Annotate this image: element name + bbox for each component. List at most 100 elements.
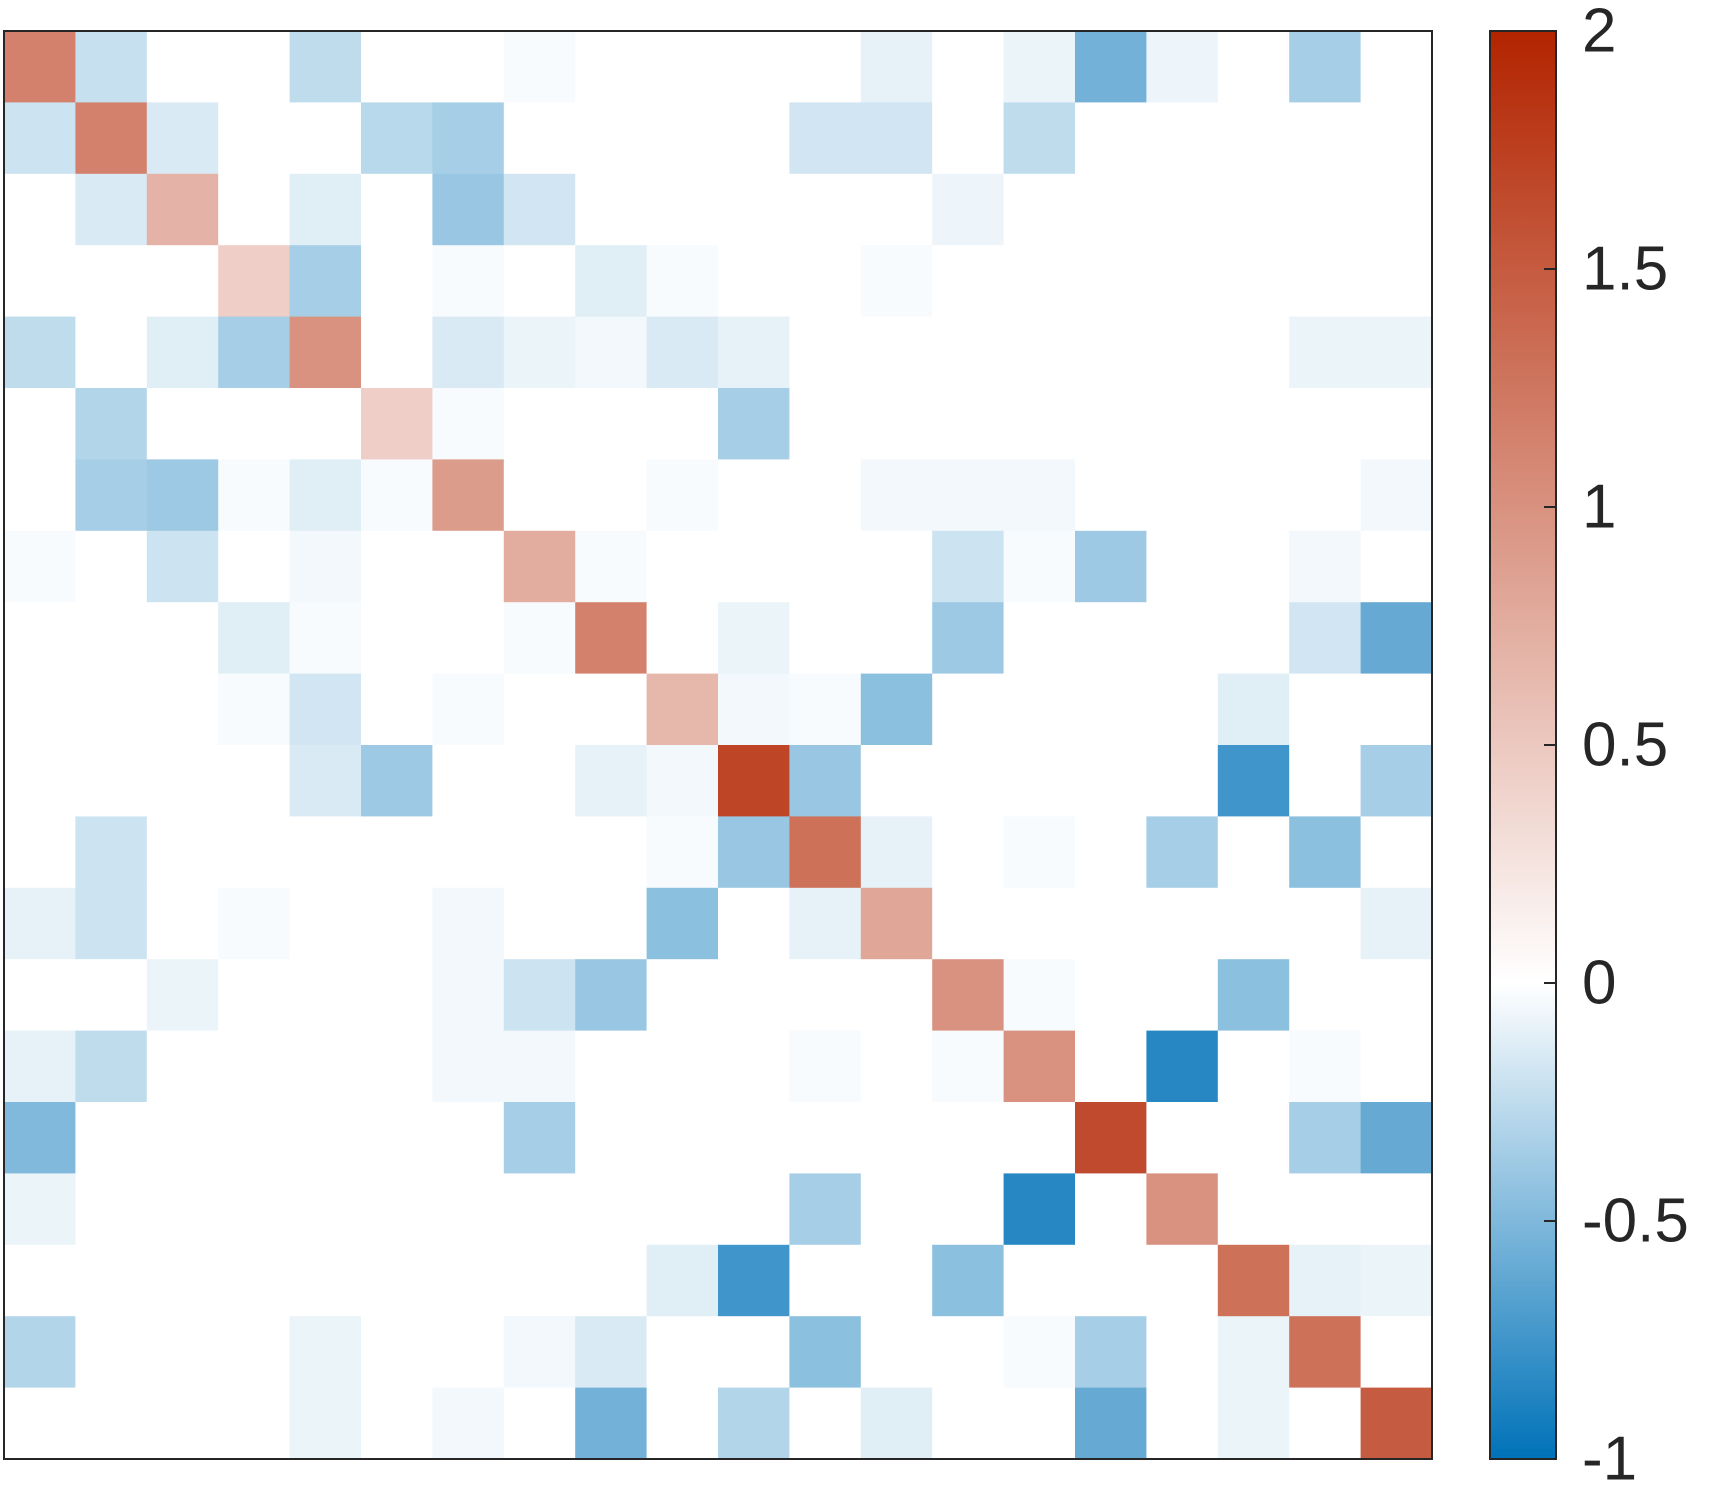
heatmap-cell-r2-c7: [432, 102, 505, 175]
heatmap-cell-r13-c8: [503, 887, 576, 960]
heatmap-cell-r10-c8: [503, 673, 576, 746]
heatmap-cell-r12-c8: [503, 816, 576, 889]
heatmap-cell-r1-c18: [1217, 31, 1290, 103]
colorbar-tick-label: 2: [1582, 0, 1616, 66]
heatmap-cell-r15-c6: [361, 1030, 433, 1103]
heatmap-cell-r4-c8: [503, 245, 576, 318]
heatmap-cell-r13-c5: [289, 887, 362, 960]
heatmap-cell-r4-c20: [1360, 245, 1433, 318]
heatmap-cell-r6-c6: [361, 388, 433, 460]
heatmap-cell-r14-c4: [218, 959, 291, 1032]
heatmap-cell-r9-c20: [1360, 602, 1433, 675]
heatmap-cell-r14-c13: [860, 959, 933, 1032]
heatmap-cell-r8-c10: [646, 530, 719, 603]
heatmap-cell-r2-c2: [75, 102, 148, 175]
heatmap-cell-r9-c10: [646, 602, 719, 675]
heatmap-cell-r6-c17: [1146, 388, 1219, 460]
heatmap-cell-r6-c10: [646, 388, 719, 460]
heatmap-cell-r12-c7: [432, 816, 505, 889]
heatmap-cell-r1-c3: [146, 31, 219, 103]
heatmap-cell-r9-c18: [1217, 602, 1290, 675]
heatmap-cell-r11-c18: [1217, 745, 1290, 817]
heatmap-cell-r11-c8: [503, 745, 576, 817]
heatmap-cell-r16-c13: [860, 1102, 933, 1174]
heatmap-cell-r20-c10: [646, 1387, 719, 1460]
heatmap-cell-r14-c19: [1289, 959, 1362, 1032]
heatmap-cell-r3-c1: [4, 173, 76, 246]
heatmap-cell-r4-c3: [146, 245, 219, 318]
heatmap-cell-r15-c17: [1146, 1030, 1219, 1103]
heatmap-cell-r4-c4: [218, 245, 291, 318]
heatmap-cell-r4-c6: [361, 245, 433, 318]
heatmap-cell-r12-c20: [1360, 816, 1433, 889]
heatmap-cell-r9-c15: [1003, 602, 1076, 675]
heatmap-cell-r8-c14: [932, 530, 1005, 603]
heatmap-cell-r6-c8: [503, 388, 576, 460]
heatmap-cell-r5-c2: [75, 316, 148, 389]
heatmap-cell-r2-c18: [1217, 102, 1290, 175]
heatmap-cell-r17-c12: [789, 1173, 862, 1246]
heatmap-cell-r13-c12: [789, 887, 862, 960]
heatmap-cell-r16-c7: [432, 1102, 505, 1174]
heatmap-cell-r12-c9: [575, 816, 648, 889]
heatmap-cell-r17-c6: [361, 1173, 433, 1246]
heatmap-cell-r10-c14: [932, 673, 1005, 746]
heatmap-cell-r18-c16: [1075, 1244, 1147, 1317]
colorbar-tick-label: 0.5: [1582, 711, 1668, 780]
heatmap-cell-r7-c4: [218, 459, 291, 532]
heatmap-cell-r15-c7: [432, 1030, 505, 1103]
heatmap-cell-r2-c19: [1289, 102, 1362, 175]
heatmap-cell-r13-c1: [4, 887, 76, 960]
heatmap-cell-r1-c12: [789, 31, 862, 103]
heatmap-cell-r18-c14: [932, 1244, 1005, 1317]
heatmap-cell-r5-c15: [1003, 316, 1076, 389]
heatmap-cell-r15-c5: [289, 1030, 362, 1103]
heatmap-cell-r16-c5: [289, 1102, 362, 1174]
heatmap-cell-r15-c11: [718, 1030, 790, 1103]
heatmap-cell-r1-c1: [4, 31, 76, 103]
heatmap-cell-r1-c16: [1075, 31, 1147, 103]
heatmap-cell-r5-c10: [646, 316, 719, 389]
heatmap-cell-r10-c17: [1146, 673, 1219, 746]
heatmap-cell-r6-c4: [218, 388, 291, 460]
heatmap-cell-r6-c16: [1075, 388, 1147, 460]
heatmap-cell-r3-c12: [789, 173, 862, 246]
heatmap-cell-r1-c19: [1289, 31, 1362, 103]
heatmap-cell-r20-c9: [575, 1387, 648, 1460]
heatmap-cell-r2-c4: [218, 102, 291, 175]
heatmap-cell-r1-c5: [289, 31, 362, 103]
heatmap-cell-r2-c16: [1075, 102, 1147, 175]
heatmap-cell-r9-c8: [503, 602, 576, 675]
heatmap-cell-r13-c19: [1289, 887, 1362, 960]
heatmap-cell-r3-c4: [218, 173, 291, 246]
heatmap-cell-r14-c9: [575, 959, 648, 1032]
heatmap-cell-r13-c11: [718, 887, 790, 960]
heatmap-cell-r5-c8: [503, 316, 576, 389]
heatmap-cell-r7-c11: [718, 459, 790, 532]
heatmap-cell-r6-c5: [289, 388, 362, 460]
heatmap-cell-r11-c2: [75, 745, 148, 817]
heatmap-cell-r10-c2: [75, 673, 148, 746]
heatmap-cell-r3-c17: [1146, 173, 1219, 246]
heatmap-cell-r7-c19: [1289, 459, 1362, 532]
heatmap-cell-r9-c6: [361, 602, 433, 675]
heatmap-cell-r5-c1: [4, 316, 76, 389]
heatmap-cell-r19-c11: [718, 1316, 790, 1389]
heatmap-cell-r12-c3: [146, 816, 219, 889]
heatmap-cell-r1-c14: [932, 31, 1005, 103]
heatmap-cell-r2-c12: [789, 102, 862, 175]
heatmap-cell-r13-c18: [1217, 887, 1290, 960]
heatmap-cell-r17-c4: [218, 1173, 291, 1246]
heatmap-cell-r2-c9: [575, 102, 648, 175]
heatmap-cell-r11-c6: [361, 745, 433, 817]
heatmap-cell-r19-c15: [1003, 1316, 1076, 1389]
heatmap-cell-r20-c18: [1217, 1387, 1290, 1460]
heatmap-cell-r14-c12: [789, 959, 862, 1032]
heatmap-cell-r14-c11: [718, 959, 790, 1032]
heatmap-cell-r7-c9: [575, 459, 648, 532]
heatmap-cell-r12-c10: [646, 816, 719, 889]
heatmap-cell-r10-c20: [1360, 673, 1433, 746]
heatmap-cell-r7-c16: [1075, 459, 1147, 532]
heatmap-cell-r16-c12: [789, 1102, 862, 1174]
heatmap-cell-r5-c14: [932, 316, 1005, 389]
